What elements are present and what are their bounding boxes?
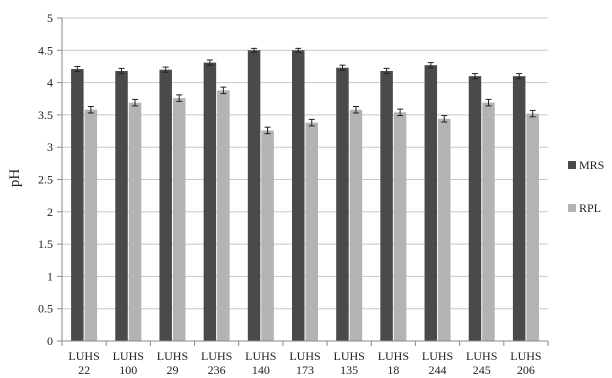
axes-group: [57, 17, 549, 346]
legend-swatch-rpl: [568, 204, 576, 212]
x-category-label: 18: [387, 363, 399, 377]
x-category-label: LUHS: [378, 349, 409, 363]
y-tick-label: 2: [47, 205, 53, 219]
x-category-label: LUHS: [510, 349, 541, 363]
bar-mrs: [424, 65, 438, 342]
legend: MRS RPL: [568, 158, 604, 215]
x-category-label: LUHS: [289, 349, 320, 363]
bar-rpl: [349, 109, 363, 342]
bar-mrs: [512, 76, 526, 341]
y-tick-label: 4: [47, 76, 53, 90]
x-category-label: LUHS: [201, 349, 232, 363]
bar-mrs: [71, 69, 84, 341]
x-category-label: 100: [119, 363, 137, 377]
x-category-label: 22: [78, 363, 90, 377]
bar-rpl: [482, 102, 495, 341]
bar-mrs: [115, 70, 128, 342]
legend-swatch-mrs: [568, 161, 576, 169]
x-category-label: LUHS: [245, 349, 276, 363]
y-axis-title: pH: [7, 169, 23, 188]
bar-rpl: [305, 122, 318, 341]
bar-rpl: [393, 112, 407, 341]
bar-mrs: [247, 50, 261, 342]
y-tick-label: 2.5: [38, 173, 53, 187]
y-tick-labels: 0 0.5 1 1.5 2 2.5 3 3.5 4 4.5 5: [38, 11, 53, 348]
bar-rpl: [438, 118, 451, 341]
bar-mrs: [380, 70, 393, 342]
x-category-label: LUHS: [68, 349, 99, 363]
legend-label-mrs: MRS: [579, 158, 604, 172]
x-category-label: 29: [166, 363, 178, 377]
x-category-label: LUHS: [422, 349, 453, 363]
x-category-label: 173: [296, 363, 314, 377]
gridlines: [62, 17, 548, 310]
y-tick-label: 0: [47, 334, 53, 348]
x-category-label: 135: [340, 363, 358, 377]
y-tick-label: 4.5: [38, 43, 53, 57]
x-category-label: 236: [208, 363, 226, 377]
y-tick-label: 0.5: [38, 302, 53, 316]
x-category-label: LUHS: [157, 349, 188, 363]
y-tick-label: 1.5: [38, 237, 53, 251]
bar-mrs: [468, 76, 482, 341]
bars-group: [71, 47, 539, 342]
bar-rpl: [217, 90, 230, 342]
bar-mrs: [336, 67, 349, 341]
y-tick-label: 5: [47, 11, 53, 25]
x-category-label: 206: [517, 363, 535, 377]
y-tick-label: 1: [47, 269, 53, 283]
legend-label-rpl: RPL: [579, 201, 601, 215]
bar-mrs: [292, 50, 305, 342]
x-category-label: LUHS: [466, 349, 497, 363]
y-tick-label: 3: [47, 140, 53, 154]
x-category-label: 245: [473, 363, 491, 377]
bar-mrs: [159, 69, 172, 342]
y-tick-label: 3.5: [38, 108, 53, 122]
bar-rpl: [172, 98, 186, 341]
x-category-label: 244: [429, 363, 447, 377]
bar-mrs: [203, 62, 217, 341]
x-category-label: LUHS: [113, 349, 144, 363]
bar-rpl: [128, 102, 142, 341]
x-category-labels: LUHS22LUHS100LUHS29LUHS236LUHS140LUHS173…: [68, 349, 541, 377]
bar-rpl: [526, 113, 539, 341]
x-category-label: LUHS: [334, 349, 365, 363]
x-category-label: 140: [252, 363, 270, 377]
bar-rpl: [261, 130, 274, 341]
bar-rpl: [84, 109, 98, 342]
